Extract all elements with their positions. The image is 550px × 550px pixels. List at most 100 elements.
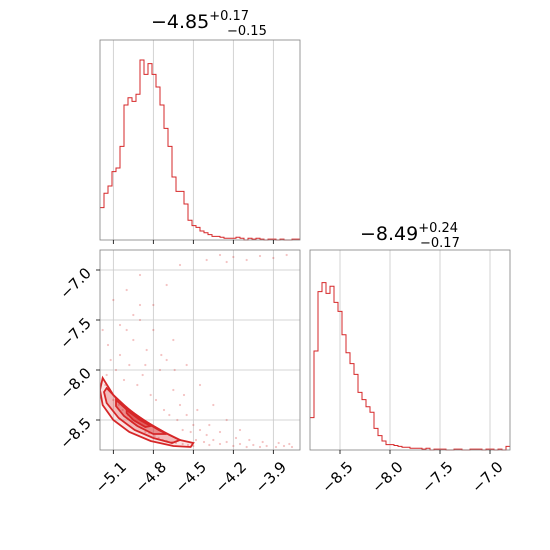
- marginal-y-upper: +0.24: [418, 221, 458, 236]
- joint-point-26: [198, 428, 202, 432]
- joint-contours: [100, 375, 195, 448]
- joint-point-17: [168, 413, 171, 417]
- joint-point-1: [109, 358, 112, 362]
- joint-point-19: [176, 418, 179, 422]
- panel-marginal-x: −4.85+0.17 −0.15: [99, 9, 301, 244]
- joint-point-43: [112, 298, 115, 302]
- joint-point-76: [153, 434, 156, 438]
- marginal-x-upper: +0.17: [209, 9, 249, 24]
- joint-point-36: [252, 443, 255, 447]
- joint-point-44: [125, 288, 128, 292]
- joint-y-tick-label-2: −8.0: [56, 364, 94, 402]
- joint-point-41: [290, 445, 294, 449]
- joint-point-46: [178, 263, 182, 267]
- joint-point-20: [178, 403, 182, 407]
- marginal-y-frame: [309, 249, 511, 451]
- joint-point-93: [208, 423, 211, 427]
- joint-point-13: [154, 398, 158, 402]
- joint-point-97: [261, 440, 264, 444]
- joint-point-6: [132, 338, 135, 342]
- joint-point-87: [138, 303, 142, 307]
- joint-point-4: [122, 378, 126, 382]
- marginal-y-tick-label-0: −8.5: [318, 458, 356, 496]
- joint-y-tick-label-1: −7.5: [56, 314, 94, 352]
- joint-x-tick-label-1: −4.8: [132, 458, 170, 496]
- joint-point-34: [238, 442, 242, 446]
- joint-point-58: [118, 323, 122, 327]
- marginal-x-histogram: [100, 59, 300, 241]
- joint-point-67: [112, 398, 115, 402]
- marginal-y-histogram: [310, 282, 510, 451]
- joint-point-35: [245, 445, 248, 449]
- joint-point-38: [265, 444, 268, 448]
- joint-point-95: [234, 436, 238, 440]
- joint-point-59: [172, 338, 175, 342]
- joint-point-37: [258, 445, 262, 449]
- joint-point-55: [165, 283, 168, 287]
- marginal-y-grid: [339, 250, 491, 450]
- marginal-x-frame: [99, 39, 301, 241]
- joint-point-61: [198, 383, 202, 387]
- joint-point-5: [128, 363, 131, 367]
- joint-grid: [100, 250, 300, 450]
- joint-point-45: [138, 273, 142, 277]
- joint-y-tick-label-0: −7.0: [56, 264, 94, 302]
- marginal-y-ticks: −8.5 −8.0 −7.5 −7.0: [318, 450, 507, 497]
- panel-joint: −5.1 −4.8 −4.5 −4.2 −3.9 −7.0 −7.5 −8.0 −8.5: [56, 249, 301, 497]
- joint-point-48: [218, 253, 222, 257]
- joint-point-28: [205, 433, 208, 437]
- joint-x-tick-label-0: −5.1: [92, 458, 130, 496]
- joint-point-60: [185, 363, 188, 367]
- marginal-y-tick-label-3: −7.0: [468, 458, 506, 496]
- joint-point-52: [258, 254, 262, 258]
- joint-point-21: [181, 428, 184, 432]
- joint-frame: [99, 249, 301, 451]
- joint-point-39: [274, 445, 278, 449]
- joint-point-7: [136, 383, 139, 387]
- joint-point-53: [272, 256, 275, 260]
- joint-point-22: [185, 413, 188, 417]
- joint-point-86: [125, 328, 128, 332]
- joint-point-10: [145, 348, 148, 352]
- joint-point-68: [117, 403, 120, 407]
- joint-point-2: [114, 368, 118, 372]
- joint-point-94: [218, 430, 222, 434]
- joint-x-tick-label-4: −3.9: [252, 458, 290, 496]
- joint-point-57: [132, 313, 135, 317]
- joint-point-82: [181, 442, 184, 446]
- joint-point-56: [152, 303, 155, 307]
- joint-point-9: [141, 373, 144, 377]
- joint-contour-3: [125, 408, 154, 428]
- joint-point-0: [105, 373, 108, 377]
- joint-point-32: [225, 440, 228, 444]
- joint-point-90: [173, 368, 176, 372]
- marginal-x-median: −4.85: [151, 11, 209, 33]
- joint-point-16: [165, 358, 168, 362]
- marginal-x-lower: −0.15: [227, 24, 267, 39]
- marginal-y-title: −8.49+0.24 −0.17: [360, 221, 460, 251]
- joint-point-42: [101, 328, 104, 332]
- joint-point-49: [225, 260, 228, 264]
- joint-point-96: [248, 438, 251, 442]
- marginal-y-tick-label-2: −7.5: [418, 458, 456, 496]
- joint-point-23: [189, 430, 192, 434]
- joint-point-63: [225, 418, 228, 422]
- joint-point-85: [106, 343, 110, 347]
- joint-point-84: [192, 444, 195, 448]
- joint-point-99: [288, 442, 291, 446]
- joint-point-62: [212, 403, 215, 407]
- joint-point-69: [121, 408, 124, 412]
- joint-x-tick-label-2: −4.5: [172, 458, 210, 496]
- joint-point-31: [218, 442, 222, 446]
- marginal-y-median: −8.49: [360, 223, 418, 245]
- joint-point-18: [172, 388, 175, 392]
- joint-point-54: [285, 253, 288, 257]
- joint-y-tick-label-3: −8.5: [56, 414, 94, 452]
- joint-point-14: [158, 368, 162, 372]
- marginal-y-tick-label-1: −8.0: [368, 458, 406, 496]
- joint-point-33: [232, 444, 235, 448]
- joint-point-3: [118, 353, 122, 357]
- panel-marginal-y: −8.5 −8.0 −7.5 −7.0 −8.49+0.24 −0.17: [309, 221, 511, 497]
- marginal-x-grid: [112, 40, 274, 240]
- joint-point-29: [208, 443, 211, 447]
